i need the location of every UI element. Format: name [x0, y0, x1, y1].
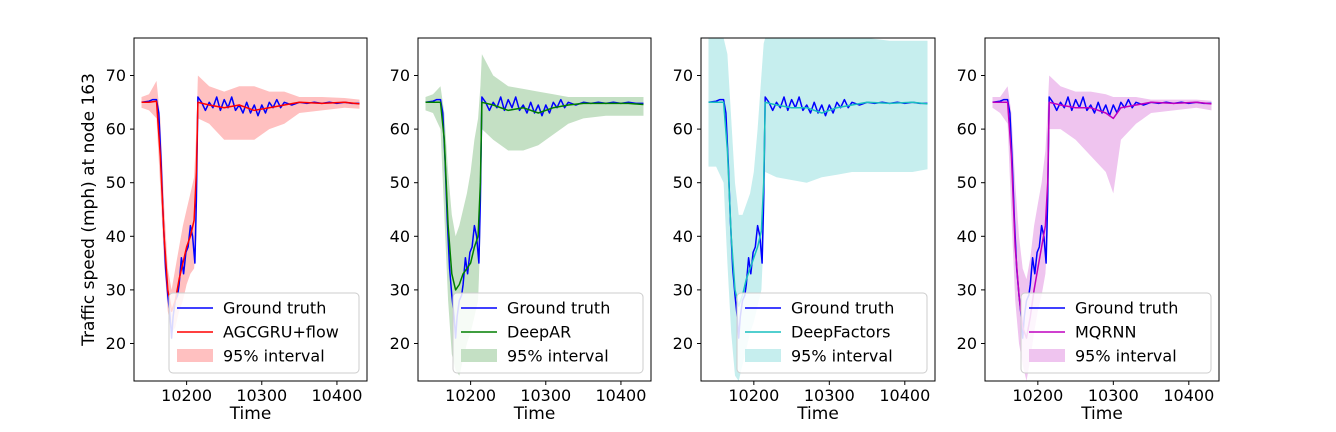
- y-tick-label: 20: [957, 334, 977, 353]
- legend-label: 95% interval: [223, 347, 325, 366]
- y-tick-label: 60: [106, 120, 126, 139]
- legend-box: [736, 292, 928, 374]
- x-axis-label: Time: [229, 404, 272, 424]
- x-tick-label: 10300: [236, 386, 287, 405]
- y-tick-label: 50: [106, 173, 126, 192]
- y-tick-label: 20: [390, 334, 410, 353]
- x-tick-label: 10400: [311, 386, 362, 405]
- legend: Ground truth DeepFactors 95% interval: [736, 292, 928, 374]
- y-tick-label: 60: [673, 120, 693, 139]
- interval-band: [141, 75, 360, 333]
- legend-label: MQRNN: [1075, 323, 1136, 342]
- legend-label: 95% interval: [791, 347, 893, 366]
- x-axis-label: Time: [513, 404, 556, 424]
- axes-frame: [700, 37, 936, 382]
- x-tick-label: 10200: [728, 386, 779, 405]
- legend: Ground truth MQRNN 95% interval: [1020, 292, 1212, 374]
- x-tick-label: 10200: [161, 386, 212, 405]
- y-tick-label: 30: [390, 280, 410, 299]
- y-tick-label: 30: [957, 280, 977, 299]
- y-tick-label: 30: [673, 280, 693, 299]
- x-tick-label: 10400: [879, 386, 930, 405]
- y-tick-label: 70: [673, 66, 693, 85]
- prediction-line: [141, 100, 360, 313]
- x-tick-label: 10300: [520, 386, 571, 405]
- interval-band: [708, 38, 928, 381]
- legend-label: DeepFactors: [791, 323, 890, 342]
- y-tick-label: 60: [390, 120, 410, 139]
- legend-box: [452, 292, 644, 374]
- y-tick-label: 30: [106, 280, 126, 299]
- y-tick-label: 40: [390, 227, 410, 246]
- axes-frame: [133, 37, 368, 382]
- x-tick-label: 10200: [1012, 386, 1063, 405]
- y-tick-label: 50: [390, 173, 410, 192]
- legend-swatch-interval: [461, 349, 497, 362]
- legend: Ground truth DeepAR 95% interval: [452, 292, 644, 374]
- y-axis-label: Traffic speed (mph) at node 163: [79, 73, 99, 347]
- y-tick-label: 70: [390, 66, 410, 85]
- panel-4: 20 30 40 50 60 70 10200 10300 10400 Time Ground tr…: [957, 37, 1220, 424]
- x-axis-label: Time: [1080, 404, 1123, 424]
- x-tick-label: 10300: [1088, 386, 1139, 405]
- y-tick-label: 70: [957, 66, 977, 85]
- y-tick-label: 20: [673, 334, 693, 353]
- legend-label: Ground truth: [1075, 299, 1178, 318]
- legend-label: 95% interval: [507, 347, 609, 366]
- legend-swatch-interval: [177, 349, 213, 362]
- x-axis-label: Time: [796, 404, 839, 424]
- x-tick-label: 10400: [1163, 386, 1214, 405]
- y-tick-label: 50: [957, 173, 977, 192]
- y-tick-label: 40: [957, 227, 977, 246]
- legend-label: DeepAR: [507, 323, 571, 342]
- y-tick-label: 40: [106, 227, 126, 246]
- legend-label: 95% interval: [1075, 347, 1177, 366]
- legend-label: AGCGRU+flow: [223, 323, 339, 342]
- x-tick-label: 10200: [445, 386, 496, 405]
- legend-label: Ground truth: [791, 299, 894, 318]
- y-tick-label: 70: [106, 66, 126, 85]
- legend-label: Ground truth: [507, 299, 610, 318]
- axes-frame: [417, 37, 652, 382]
- legend-swatch-interval: [1029, 349, 1065, 362]
- legend-label: Ground truth: [223, 299, 326, 318]
- y-tick-label: 60: [957, 120, 977, 139]
- prediction-line: [992, 101, 1212, 339]
- y-tick-label: 20: [106, 334, 126, 353]
- legend: Ground truth AGCGRU+flow 95% interval: [168, 292, 360, 374]
- panel-3: 20 30 40 50 60 70 10200 10300 10400 Time Ground tr…: [673, 37, 936, 424]
- axes-frame: [984, 37, 1220, 382]
- x-tick-label: 10400: [595, 386, 646, 405]
- y-tick-label: 40: [673, 227, 693, 246]
- legend-swatch-interval: [745, 349, 781, 362]
- interval-band: [992, 75, 1212, 381]
- panel-1: 20 30 40 50 60 70 10200 10300 10400 Time Traffic s…: [79, 37, 368, 424]
- prediction-line: [708, 101, 928, 307]
- legend-box: [1020, 292, 1212, 374]
- prediction-line: [425, 101, 644, 291]
- interval-band: [425, 54, 644, 376]
- legend-box: [168, 292, 360, 374]
- y-tick-label: 50: [673, 173, 693, 192]
- panel-2: 20 30 40 50 60 70 10200 10300 10400 Time Ground tr…: [390, 37, 652, 424]
- x-tick-label: 10300: [804, 386, 855, 405]
